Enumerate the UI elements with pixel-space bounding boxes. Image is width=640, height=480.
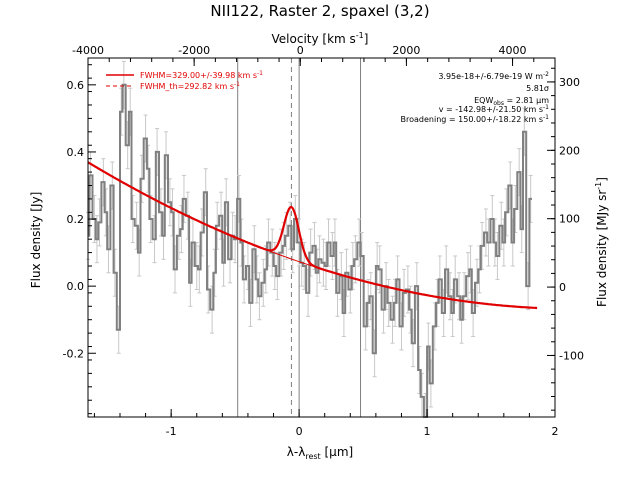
right-tick-label: -100 [559, 349, 584, 362]
top-tick-label: 2000 [392, 44, 420, 57]
legend-label-fwhm-th: FWHM_th=292.82 km s-1 [140, 81, 240, 91]
top-axis-label: Velocity [km s-1] [272, 31, 369, 46]
spectrum-series [88, 83, 532, 418]
gaussian-fit [87, 161, 538, 310]
x-axis-label: λ-λrest [μm] [287, 445, 353, 461]
chart-title: NII122, Raster 2, spaxel (3,2) [210, 2, 429, 20]
y-tick-label: 0.0 [67, 280, 85, 293]
annotation-eqw: EQWobs = 2.81 μm [474, 96, 549, 107]
y-axis-label: Flux density [Jy] [29, 192, 43, 289]
annotation-broadening: Broadening = 150.00+/-18.22 km s-1 [401, 114, 550, 124]
right-tick-label: 0 [559, 281, 566, 294]
top-tick-label: -4000 [72, 44, 104, 57]
y-tick-label: 0.4 [67, 146, 85, 159]
right-tick-label: 300 [559, 76, 580, 89]
right-axis-label: Flux density [MJy sr-1] [594, 177, 609, 307]
annotation-velocity: v = -142.98+/-21.50 km s-1 [439, 104, 549, 114]
x-tick-label: 2 [552, 425, 559, 438]
top-tick-label: 0 [297, 44, 304, 57]
x-tick-label: 0 [296, 425, 303, 438]
top-tick-label: -2000 [178, 44, 210, 57]
legend-label-fwhm: FWHM=329.00+/-39.98 km s-1 [140, 70, 263, 80]
annotation-line-flux: 3.95e-18+/-6.79e-19 W m-2 [438, 71, 549, 81]
legend: FWHM=329.00+/-39.98 km s-1 FWHM_th=292.8… [106, 70, 263, 91]
x-tick-label: 1 [424, 425, 431, 438]
right-tick-label: 100 [559, 213, 580, 226]
y-tick-label: -0.2 [63, 347, 84, 360]
x-tick-label: -1 [166, 425, 177, 438]
annotation-significance: 5.81σ [526, 84, 549, 93]
top-tick-label: 4000 [499, 44, 527, 57]
y-tick-label: 0.2 [67, 213, 85, 226]
y-tick-label: 0.6 [67, 79, 85, 92]
fit-annotations: 3.95e-18+/-6.79e-19 W m-2 5.81σ EQWobs =… [401, 71, 550, 124]
right-tick-label: 200 [559, 144, 580, 157]
